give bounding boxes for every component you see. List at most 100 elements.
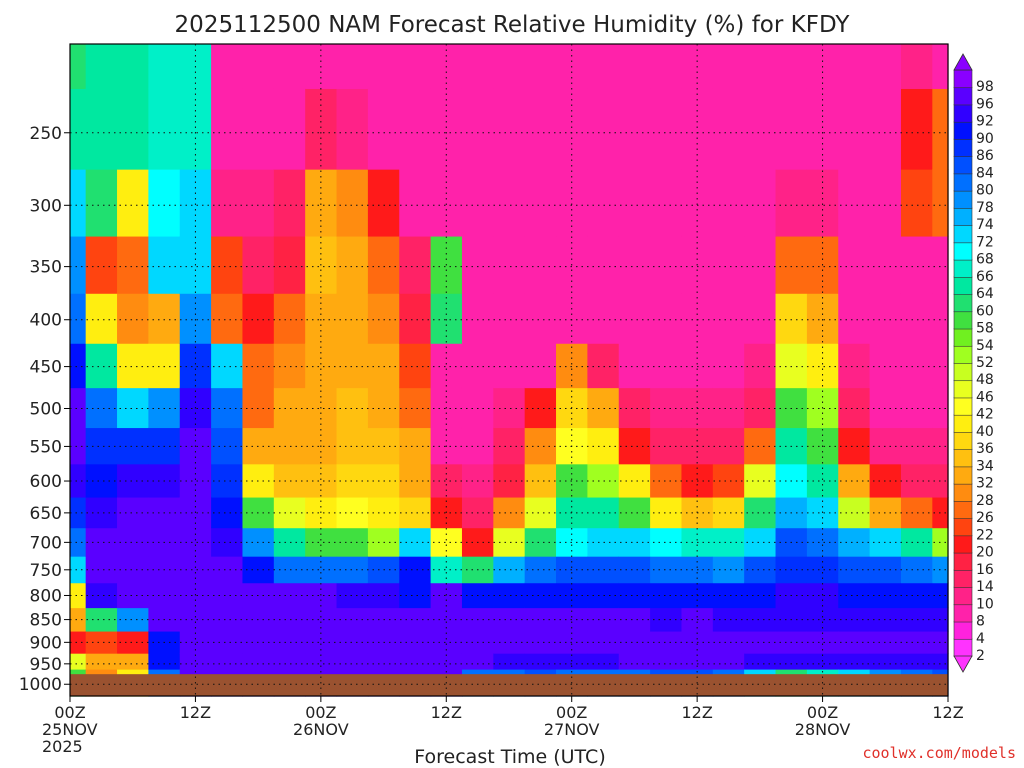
- rh-cell: [211, 527, 244, 557]
- rh-cell: [85, 427, 118, 465]
- rh-cell: [869, 427, 902, 465]
- rh-cell: [587, 235, 620, 294]
- colorbar-label: 58: [976, 321, 994, 337]
- rh-cell: [493, 343, 526, 389]
- rh-cell: [524, 44, 557, 89]
- rh-cell: [85, 582, 118, 609]
- x-tick-label: 12Z: [180, 703, 211, 722]
- rh-cell: [70, 653, 87, 670]
- rh-cell: [524, 427, 557, 465]
- rh-cell: [493, 235, 526, 294]
- rh-cell: [744, 293, 777, 344]
- rh-cell: [712, 343, 745, 389]
- rh-cell: [336, 527, 369, 557]
- rh-cell: [775, 44, 808, 89]
- ground-surface: [70, 674, 948, 696]
- rh-cell: [367, 293, 400, 344]
- rh-cell: [650, 630, 683, 654]
- rh-cell: [305, 463, 338, 498]
- x-tick-label: 26NOV: [293, 720, 349, 739]
- rh-cell: [85, 343, 118, 389]
- rh-cell: [117, 88, 149, 170]
- rh-cell: [493, 169, 526, 237]
- rh-cell: [869, 387, 902, 429]
- rh-cell: [712, 630, 745, 654]
- rh-cell: [70, 44, 87, 89]
- rh-cell: [524, 235, 557, 294]
- colorbar-swatch: [953, 414, 973, 433]
- y-tick-label: 1000: [19, 675, 62, 695]
- rh-cell: [148, 169, 181, 237]
- rh-cell: [650, 527, 683, 557]
- colorbar-swatch: [953, 121, 973, 140]
- rh-cell: [524, 88, 557, 170]
- colorbar-label: 68: [976, 252, 994, 268]
- rh-cell: [117, 527, 149, 557]
- rh-cell: [305, 343, 338, 389]
- colorbar-swatch: [953, 552, 973, 571]
- rh-cell: [305, 556, 338, 584]
- rh-cell: [869, 653, 902, 670]
- rh-cell: [117, 44, 149, 89]
- x-tick-label: 12Z: [431, 703, 462, 722]
- rh-cell: [744, 88, 777, 170]
- rh-cell: [932, 427, 949, 465]
- rh-cell: [650, 235, 683, 294]
- rh-cell: [85, 496, 118, 529]
- rh-cell: [650, 607, 683, 632]
- rh-cell: [399, 556, 432, 584]
- colorbar-label: 80: [976, 183, 994, 199]
- rh-cell: [650, 44, 683, 89]
- rh-cell: [85, 235, 118, 294]
- rh-cell: [399, 169, 432, 237]
- rh-cell: [493, 427, 526, 465]
- rh-cell: [932, 88, 949, 170]
- rh-cell: [211, 88, 244, 170]
- rh-cell: [712, 496, 745, 529]
- rh-cell: [430, 88, 463, 170]
- rh-cell: [179, 88, 212, 170]
- colorbar-swatch: [953, 310, 973, 330]
- rh-cell: [524, 463, 557, 498]
- rh-cell: [744, 630, 777, 654]
- colorbar-label: 10: [976, 596, 994, 612]
- rh-cell: [650, 169, 683, 237]
- rh-cell: [461, 169, 494, 237]
- x-tick-label: 00Z: [556, 703, 587, 722]
- rh-cell: [650, 556, 683, 584]
- plot-frame: [69, 43, 949, 697]
- rh-cell: [211, 582, 244, 609]
- rh-cell: [932, 343, 949, 389]
- rh-cell: [430, 293, 463, 344]
- rh-cell: [900, 293, 933, 344]
- rh-cell: [681, 169, 714, 237]
- rh-cell: [838, 427, 871, 465]
- rh-cell: [493, 44, 526, 89]
- rh-cell: [587, 427, 620, 465]
- rh-cell: [117, 556, 149, 584]
- rh-cell: [869, 235, 902, 294]
- rh-cell: [399, 44, 432, 89]
- rh-cell: [900, 169, 933, 237]
- rh-cell: [70, 582, 87, 609]
- rh-cell: [869, 169, 902, 237]
- colorbar-swatch: [953, 293, 973, 313]
- rh-cell: [211, 463, 244, 498]
- rh-cell: [900, 653, 933, 670]
- x-tick-label: 12Z: [681, 703, 712, 722]
- rh-cell: [242, 235, 275, 294]
- rh-cell: [399, 582, 432, 609]
- rh-cell: [838, 630, 871, 654]
- rh-cell: [744, 169, 777, 237]
- colorbar-label: 90: [976, 131, 994, 147]
- colorbar-label: 14: [976, 579, 994, 595]
- rh-cell: [806, 343, 839, 389]
- rh-cell: [869, 44, 902, 89]
- humidity-heatmap: [70, 44, 949, 697]
- rh-cell: [85, 653, 118, 670]
- rh-cell: [838, 556, 871, 584]
- rh-cell: [305, 630, 338, 654]
- rh-cell: [744, 427, 777, 465]
